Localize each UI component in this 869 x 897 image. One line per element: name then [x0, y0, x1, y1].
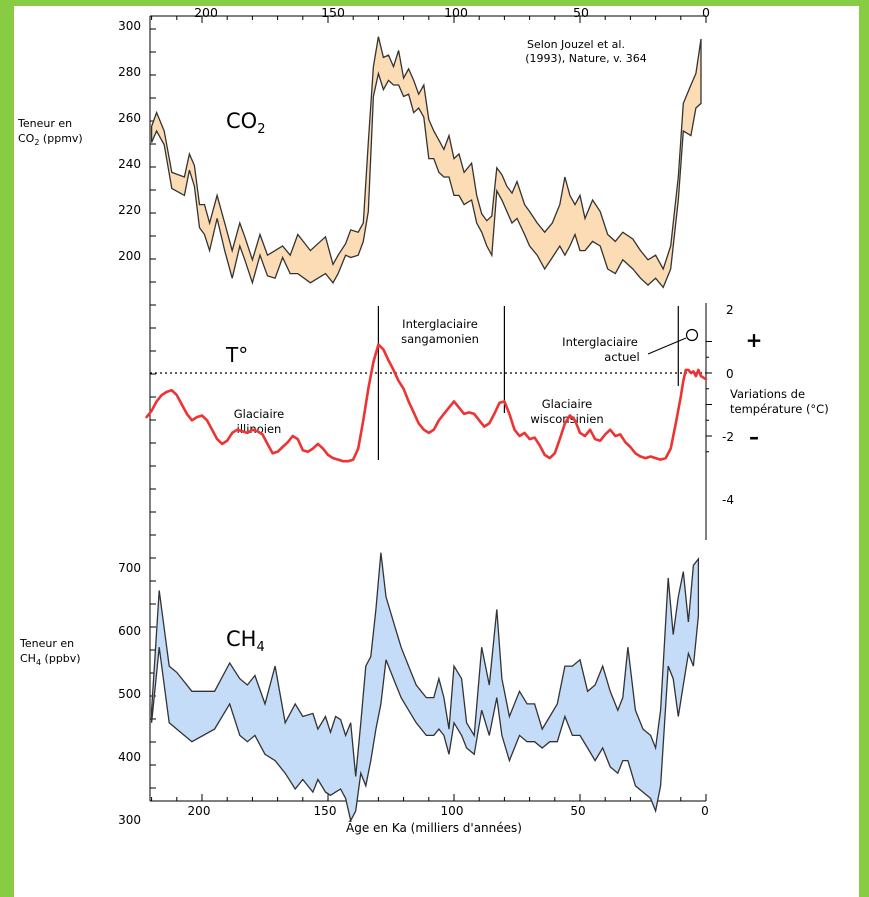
temperature-ylabel-line1: Variations de — [730, 387, 805, 401]
illinoien-label-line2: illinoien — [237, 422, 282, 436]
top-tick-label: 50 — [573, 6, 589, 20]
x-axis-ticks — [151, 16, 707, 801]
temperature-tick-labels: 2 0 -2 -4 — [722, 303, 734, 507]
temperature-panel-title: T° — [225, 343, 248, 367]
temperature-variation-line — [145, 343, 708, 463]
source-note-line2: (1993), Nature, v. 364 — [525, 52, 647, 65]
ch4-tick-label: 700 — [118, 561, 141, 575]
plus-sign: + — [746, 328, 763, 352]
bottom-age-tick-labels: 200 150 100 50 0 — [188, 804, 709, 818]
wisconsinien-label-line1: Glaciaire — [542, 397, 592, 411]
co2-ylabel-line1: Teneur en — [17, 117, 72, 130]
bottom-tick-label: 200 — [188, 804, 211, 818]
bottom-tick-label: 100 — [441, 804, 464, 818]
ch4-ylabel-line2: CH4 (ppbv) — [20, 652, 81, 667]
top-tick-label: 0 — [702, 6, 710, 20]
actuel-label-line1: Interglaciaire — [562, 335, 638, 349]
ch4-panel-title: CH4 — [226, 627, 265, 655]
co2-concentration-band — [150, 36, 702, 289]
co2-tick-label: 260 — [118, 111, 141, 125]
paleoclimate-chart: 200 150 100 50 0 Selon Jouzel et al. (19… — [17, 6, 829, 835]
temperature-ylabel-line2: température (°C) — [730, 402, 829, 416]
temperature-tick-label: -4 — [722, 493, 734, 507]
co2-tick-label: 240 — [118, 157, 141, 171]
temperature-tick-label: 0 — [726, 367, 734, 381]
actuel-pointer-line — [647, 337, 687, 355]
temperature-tick-label: -2 — [722, 430, 734, 444]
co2-tick-label: 300 — [118, 19, 141, 33]
minus-sign: – — [749, 425, 759, 449]
source-note-line1: Selon Jouzel et al. — [527, 38, 625, 51]
co2-ylabel-line2: CO2 (ppmv) — [18, 132, 83, 147]
ch4-ylabel-line1: Teneur en — [19, 637, 74, 650]
temperature-period-markers — [377, 306, 679, 460]
co2-panel-title: CO2 — [226, 109, 265, 137]
bottom-tick-label: 0 — [701, 804, 709, 818]
sangamonien-label-line1: Interglaciaire — [402, 317, 478, 331]
temperature-tick-label: 2 — [726, 303, 734, 317]
ch4-tick-label: 300 — [118, 813, 141, 827]
temperature-axis-ticks — [706, 341, 712, 453]
co2-tick-label: 200 — [118, 249, 141, 263]
top-tick-label: 150 — [321, 6, 345, 20]
ch4-tick-label: 400 — [118, 750, 141, 764]
top-tick-label: 100 — [444, 6, 468, 20]
co2-tick-labels: 300 280 260 240 220 200 — [118, 19, 141, 263]
co2-tick-label: 220 — [118, 203, 141, 217]
ch4-concentration-band — [150, 552, 700, 823]
bottom-tick-label: 150 — [314, 804, 337, 818]
chart-panel: 200 150 100 50 0 Selon Jouzel et al. (19… — [14, 6, 859, 897]
actuel-label-line2: actuel — [604, 350, 639, 364]
co2-tick-label: 280 — [118, 65, 141, 79]
x-axis-label: Âge en Ka (milliers d'années) — [346, 820, 522, 835]
illinoien-label-line1: Glaciaire — [234, 407, 284, 421]
sangamonien-label-line2: sangamonien — [401, 332, 479, 346]
top-tick-label: 200 — [194, 6, 218, 20]
actuel-pointer-circle — [685, 328, 699, 342]
bottom-tick-label: 50 — [570, 804, 585, 818]
ch4-tick-labels: 700 600 500 400 300 — [118, 561, 141, 827]
ch4-tick-label: 500 — [118, 687, 141, 701]
ch4-tick-label: 600 — [118, 624, 141, 638]
top-age-tick-labels: 200 150 100 50 0 — [194, 6, 710, 20]
left-axis-minor-ticks — [150, 28, 156, 789]
